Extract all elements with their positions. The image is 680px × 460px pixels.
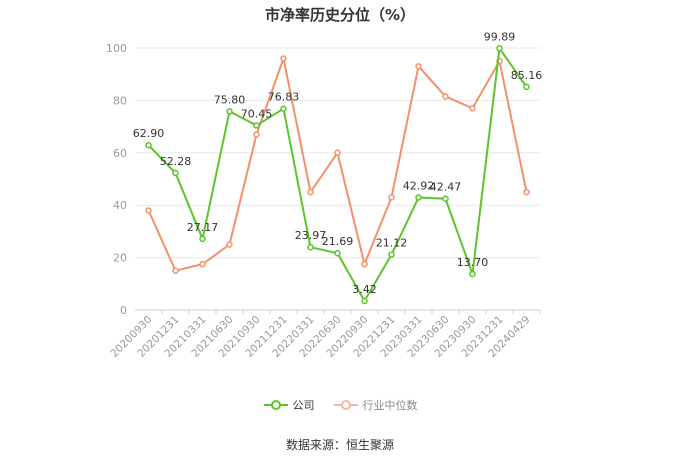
chart-title: 市净率历史分位（%） [264, 6, 416, 24]
company-point [415, 194, 422, 201]
company-data-label: 62.90 [133, 127, 165, 140]
company-point [523, 83, 530, 91]
y-tick-label: 80 [113, 94, 127, 107]
company-data-label: 27.17 [187, 221, 219, 234]
industry-point [442, 93, 449, 100]
industry-point [253, 131, 260, 138]
industry-point [226, 241, 233, 248]
company-data-label: 85.16 [511, 69, 543, 82]
company-point [145, 141, 152, 149]
industry-point [415, 63, 422, 70]
legend-label-company: 公司 [292, 399, 315, 412]
company-point [172, 169, 179, 177]
company-data-label: 42.47 [430, 181, 462, 194]
company-point [253, 122, 260, 129]
company-point [199, 235, 206, 243]
company-point [334, 249, 341, 257]
y-tick-label: 100 [106, 42, 127, 55]
industry-point [280, 55, 287, 62]
company-data-label: 52.28 [160, 155, 192, 168]
y-tick-label: 60 [113, 147, 127, 160]
y-tick-label: 40 [113, 199, 127, 212]
company-point [226, 108, 233, 115]
company-data-label: 42.92 [403, 180, 435, 193]
company-data-label: 76.83 [268, 91, 300, 104]
industry-point [334, 149, 341, 157]
industry-point [361, 260, 368, 268]
industry-point [469, 105, 476, 112]
company-data-label: 3.42 [352, 283, 377, 296]
company-point [307, 243, 314, 251]
company-data-label: 75.80 [214, 93, 246, 106]
company-data-label: 23.97 [295, 229, 327, 242]
data-source: 数据来源：恒生聚源 [285, 438, 394, 452]
legend-label-industry: 行业中位数 [362, 399, 418, 412]
legend-item-company[interactable]: 公司 [263, 397, 315, 413]
industry-point [523, 188, 530, 196]
company-point [469, 270, 476, 278]
company-point [442, 195, 449, 202]
company-point [280, 105, 287, 112]
company-data-label: 21.12 [376, 237, 408, 250]
company-data-label: 99.89 [484, 30, 516, 43]
y-tick-label: 20 [113, 252, 127, 265]
company-data-label: 21.69 [322, 235, 354, 248]
company-point [388, 251, 395, 258]
legend-item-industry[interactable]: 行业中位数 [333, 397, 418, 413]
industry-point [145, 207, 152, 214]
legend-industry-marker [333, 400, 358, 410]
industry-point [307, 188, 314, 196]
y-tick-label: 0 [120, 304, 127, 317]
company-point [496, 45, 503, 52]
industry-point [388, 194, 395, 201]
series-lines [145, 45, 530, 305]
company-data-label: 70.45 [241, 107, 273, 120]
company-point [361, 297, 368, 305]
industry-point [199, 260, 206, 268]
axes: 0204060801002020093020201231202103312021… [106, 42, 541, 360]
industry-point [172, 267, 179, 274]
legend-company-marker [263, 400, 288, 410]
legend: 公司 行业中位数 [0, 397, 680, 413]
company-data-label: 13.70 [457, 256, 489, 269]
